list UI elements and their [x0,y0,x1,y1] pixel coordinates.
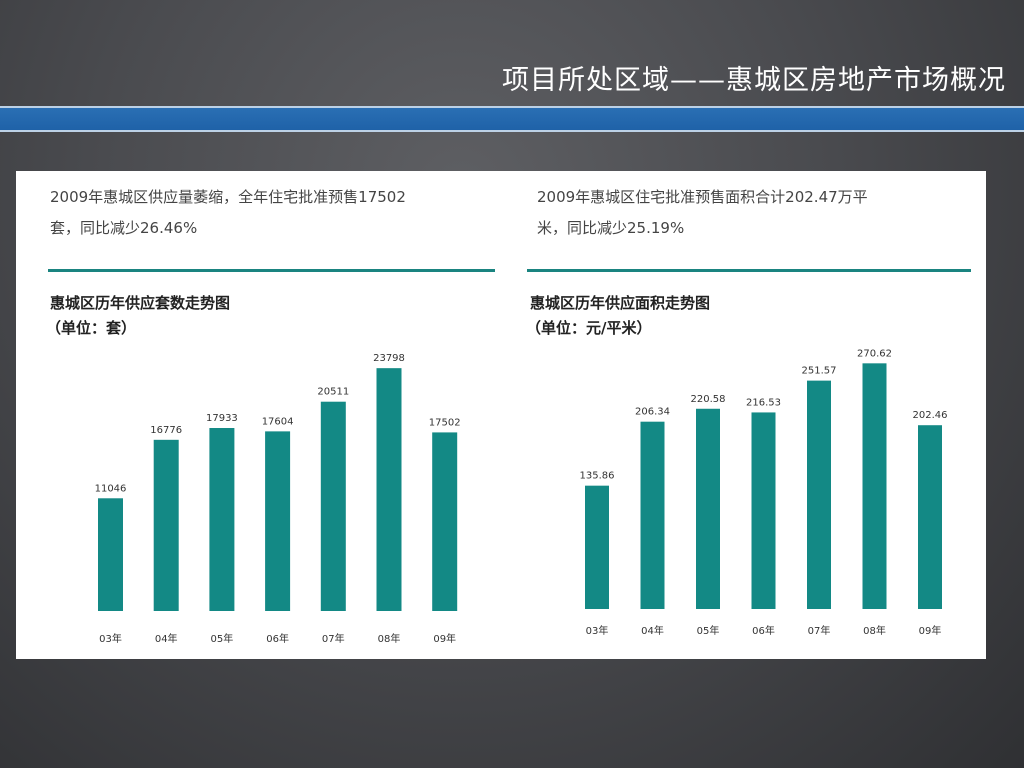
panel1-chart-unit: （单位：套） [46,319,136,337]
data-label: 251.57 [802,366,837,377]
data-label: 17502 [429,417,461,428]
category-label: 09年 [433,632,456,645]
supply-units-bar-chart: 11046 03年 16776 04年 17933 05年 17604 06年 20511 07年… [95,353,461,645]
category-label: 05年 [697,624,720,637]
category-label: 08年 [863,624,886,637]
bar-04年 [640,421,665,609]
panel2-chart-title: 惠城区历年供应面积走势图 [530,294,710,312]
data-label: 135.86 [580,471,615,482]
bar-09年 [918,425,942,609]
bar-03年 [98,498,123,611]
bar-07年 [807,380,831,609]
category-label: 04年 [641,624,664,637]
panel2-summary-line2: 米，同比减少25.19% [537,219,684,237]
data-label: 17604 [262,416,294,427]
panel1-summary-line2: 套，同比减少26.46% [50,219,197,237]
bar-05年 [696,408,720,609]
data-label: 23798 [373,353,405,364]
panel2-summary-line1: 2009年惠城区住宅批准预售面积合计202.47万平 [537,188,868,206]
category-label: 05年 [211,632,234,645]
bar-05年 [209,428,235,611]
data-label: 202.46 [913,410,948,421]
category-label: 07年 [322,632,345,645]
panel1-divider [48,269,495,272]
data-label: 270.62 [857,348,892,359]
data-label: 220.58 [691,394,726,405]
bar-06年 [265,431,291,611]
category-label: 06年 [266,632,289,645]
charts-svg: 2009年惠城区供应量萎缩，全年住宅批准预售17502 套，同比减少26.46%… [46,188,971,645]
panel2-chart-unit: （单位：元/平米） [526,319,651,337]
data-label: 16776 [150,425,182,436]
panel1-chart-title: 惠城区历年供应套数走势图 [50,294,230,312]
data-label: 20511 [317,387,349,398]
category-label: 07年 [808,624,831,637]
panel1-summary-line1: 2009年惠城区供应量萎缩，全年住宅批准预售17502 [50,188,406,206]
bar-08年 [376,368,402,611]
bar-06年 [751,412,776,609]
title-bar [0,106,1024,132]
category-label: 04年 [155,632,178,645]
category-label: 08年 [378,632,401,645]
content-panel: 2009年惠城区供应量萎缩，全年住宅批准预售17502 套，同比减少26.46%… [16,171,986,659]
supply-area-bar-chart: 135.86 03年 206.34 04年 220.58 05年 216.53 06年 251.… [580,348,948,637]
data-label: 17933 [206,413,238,424]
data-label: 216.53 [746,397,781,408]
category-label: 09年 [919,624,942,637]
panel2-divider [527,269,971,272]
slide-title: 项目所处区域——惠城区房地产市场概况 [502,65,1006,96]
data-label: 206.34 [635,407,670,418]
category-label: 03年 [586,624,609,637]
bar-03年 [585,485,609,609]
category-label: 03年 [99,632,122,645]
bar-07年 [320,401,346,611]
category-label: 06年 [752,624,775,637]
bar-08年 [862,363,887,609]
data-label: 11046 [95,483,127,494]
bar-04年 [153,439,179,611]
bar-09年 [432,432,458,611]
